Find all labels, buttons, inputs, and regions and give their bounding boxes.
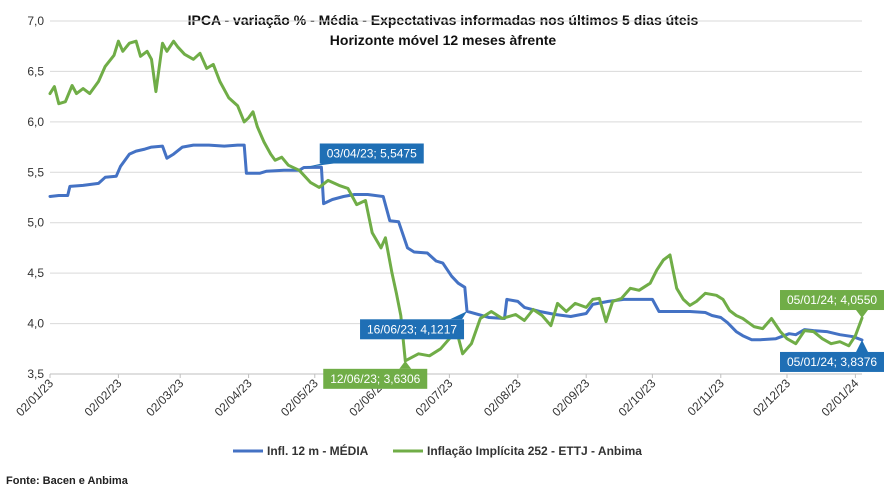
- y-tick-label: 5,5: [27, 165, 44, 179]
- callout-label: 05/01/24; 4,0550: [787, 293, 877, 307]
- x-tick-label: 02/01/23: [13, 376, 56, 419]
- y-tick-label: 6,0: [27, 115, 44, 129]
- x-tick-label: 02/09/23: [549, 376, 592, 419]
- callout: 12/06/23; 3,6306: [323, 360, 428, 389]
- callout-pointer: [856, 339, 868, 352]
- legend: Infl. 12 m - MÉDIA Inflação Implícita 252…: [233, 443, 642, 458]
- callout: 16/06/23; 4,1217: [360, 311, 468, 340]
- gridlines: [50, 20, 862, 375]
- y-tick-label: 7,0: [27, 14, 44, 28]
- callout-box: [780, 290, 884, 311]
- callout-label: 16/06/23; 4,1217: [367, 322, 457, 336]
- x-tick-label: 02/02/23: [82, 376, 125, 419]
- x-tick-label: 02/01/24: [819, 376, 862, 419]
- x-tick-label: 02/11/23: [685, 376, 728, 419]
- series-lines: [48, 39, 864, 363]
- x-tick-label: 02/03/23: [143, 376, 186, 419]
- callout-label: 12/06/23; 3,6306: [330, 372, 420, 386]
- callout-box: [360, 319, 465, 340]
- x-tick-label: 02/12/23: [750, 376, 793, 419]
- series-line-infl-12m-media: [48, 143, 864, 342]
- chart-title: IPCA - variação % - Média - Expectativas…: [188, 12, 699, 28]
- callout-box: [780, 351, 884, 372]
- axes: 3,5 4,0 4,5 5,0 5,5 6,0 6,5 7,0 02/01/23 02/02/23…: [13, 14, 862, 419]
- legend-entry: Inflação Implícita 252 - ETTJ - Anbima: [427, 444, 642, 458]
- y-tick-label: 4,0: [27, 317, 44, 331]
- callout-pointer: [303, 163, 334, 168]
- x-tick-label: 02/05/23: [278, 376, 321, 419]
- callout: 03/04/23; 5,5475: [303, 143, 424, 168]
- y-tick-label: 6,5: [27, 64, 44, 78]
- y-tick-label: 4,5: [27, 266, 44, 280]
- x-tick-label: 02/10/23: [616, 376, 659, 419]
- legend-entry: Infl. 12 m - MÉDIA: [267, 443, 369, 458]
- source-note: Fonte: Bacen e Anbima: [6, 475, 129, 487]
- annotations: 03/04/23; 5,5475 16/06/23; 4,1217 12/06/23…: [303, 143, 884, 389]
- callout-pointer: [856, 310, 868, 319]
- callout-pointer: [450, 311, 468, 320]
- callout: 05/01/24; 4,0550: [780, 290, 884, 319]
- callout-box: [319, 143, 424, 164]
- callout-label: 05/01/24; 3,8376: [787, 355, 877, 369]
- callout-pointer: [399, 360, 412, 369]
- x-tick-label: 02/04/23: [212, 376, 255, 419]
- callout: 05/01/24; 3,8376: [780, 339, 884, 372]
- callout-box: [323, 368, 428, 389]
- chart-subtitle: Horizonte móvel 12 meses àfrente: [330, 32, 557, 48]
- callout-label: 03/04/23; 5,5475: [327, 146, 417, 160]
- y-tick-label: 5,0: [27, 216, 44, 230]
- series-line-inflacao-implicita: [48, 39, 864, 363]
- y-tick-label: 3,5: [27, 367, 44, 381]
- x-tick-label: 02/08/23: [481, 376, 524, 419]
